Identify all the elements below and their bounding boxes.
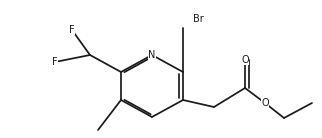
- Text: N: N: [148, 50, 156, 60]
- Text: O: O: [241, 55, 249, 65]
- Text: Br: Br: [193, 14, 204, 24]
- Text: F: F: [69, 25, 75, 35]
- Text: F: F: [52, 57, 58, 67]
- Text: O: O: [261, 98, 269, 108]
